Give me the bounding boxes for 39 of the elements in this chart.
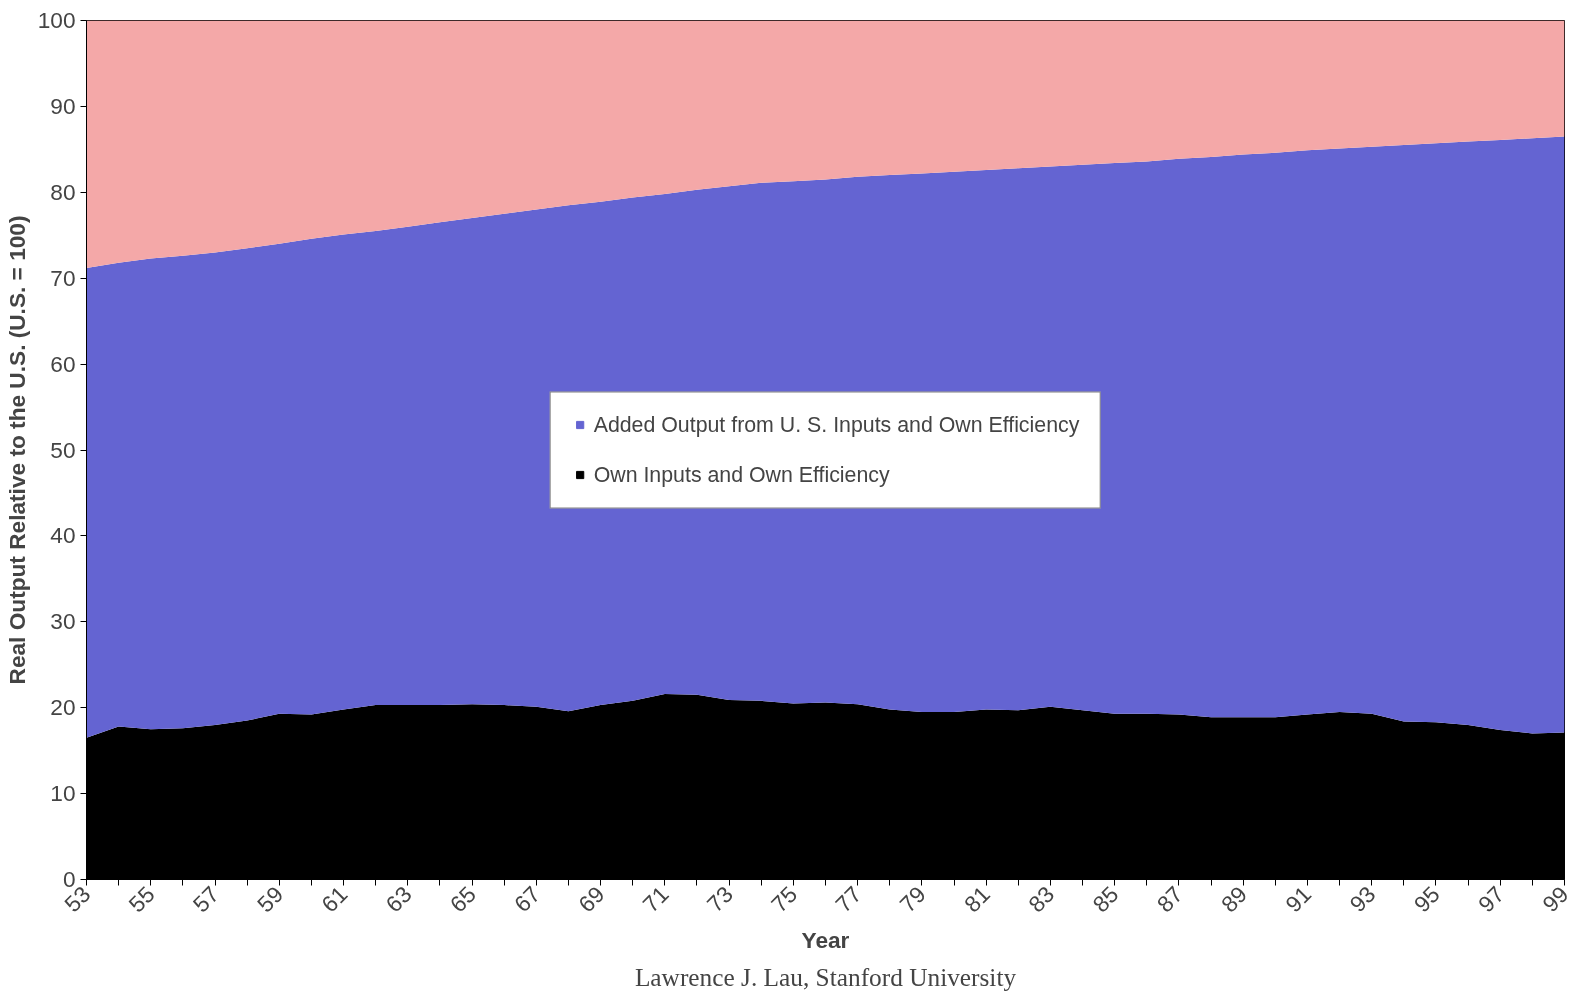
- y-tick-label: 100: [37, 7, 76, 33]
- x-tick-label: 69: [573, 880, 610, 918]
- x-tick-label: 87: [1151, 880, 1188, 918]
- y-tick-label: 30: [50, 608, 76, 635]
- x-tick-label: 67: [508, 880, 546, 918]
- x-tick-label: 91: [1280, 880, 1317, 918]
- x-tick-label: 81: [958, 880, 995, 918]
- y-tick-label: 0: [62, 866, 76, 892]
- x-tick-label: 59: [251, 880, 289, 918]
- y-axis-title: Real Output Relative to the U.S. (U.S. = 100): [3, 215, 30, 685]
- y-tick-label: 50: [50, 436, 76, 463]
- x-tick-label: 65: [444, 880, 481, 918]
- y-tick-label: 70: [50, 264, 76, 291]
- x-tick-label: 93: [1344, 880, 1381, 918]
- x-tick-label: 63: [380, 880, 417, 918]
- x-tick-label: 73: [701, 880, 738, 918]
- legend-label: Own Inputs and Own Efficiency: [593, 462, 890, 487]
- x-tick-label: 75: [766, 880, 803, 918]
- x-tick-label: 95: [1408, 880, 1445, 918]
- y-tick-label: 90: [50, 92, 76, 119]
- y-tick-label: 40: [50, 522, 76, 549]
- x-tick-label: 97: [1472, 880, 1510, 918]
- legend-label: Added Output from U. S. Inputs and Own Efficiency: [593, 412, 1080, 437]
- x-axis-title: Year: [801, 926, 850, 953]
- y-tick-label: 60: [50, 350, 76, 377]
- x-tick-label: 57: [187, 880, 224, 918]
- x-tick-label: 71: [637, 880, 674, 918]
- y-tick-label: 80: [50, 178, 76, 205]
- x-tick-label: 85: [1087, 880, 1124, 918]
- x-tick-label: 55: [123, 880, 160, 918]
- x-tick-label: 83: [1023, 880, 1060, 918]
- y-tick-label: 20: [50, 694, 76, 721]
- x-tick-label: 99: [1537, 880, 1574, 918]
- text: Lawrence J. Lau, Stanford University: [634, 962, 1017, 991]
- x-tick-label: 61: [316, 880, 353, 918]
- y-tick-label: 10: [50, 780, 76, 807]
- x-tick-label: 77: [830, 880, 867, 918]
- x-tick-label: 89: [1215, 880, 1253, 918]
- x-tick-label: 79: [894, 880, 931, 918]
